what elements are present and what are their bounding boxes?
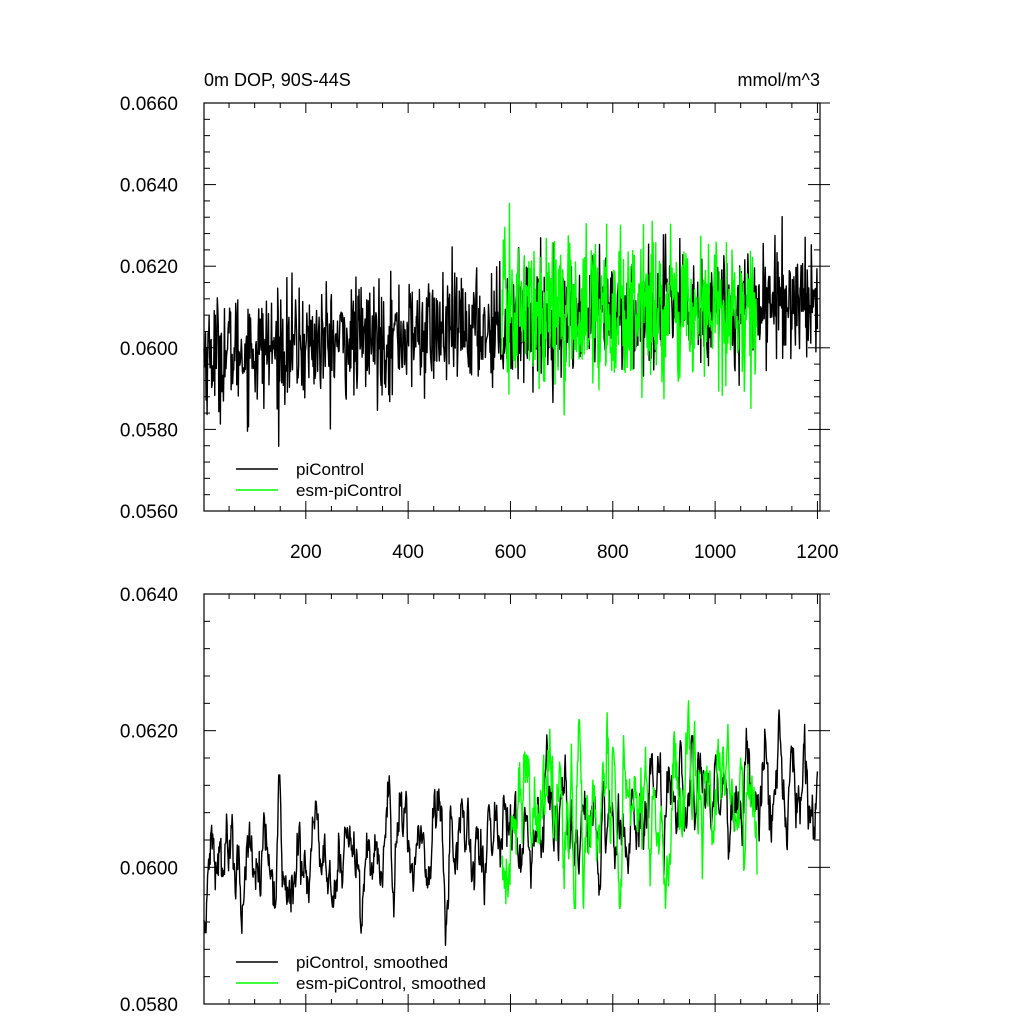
y-tick-label: 0.0640 (120, 176, 178, 197)
y-tick-label: 0.0600 (120, 858, 178, 879)
y-tick-label: 0.0580 (120, 995, 178, 1016)
top-x-tick-labels: 200 400 600 800 1000 1200 (290, 542, 839, 563)
series-line-esm-picontrol (501, 202, 758, 416)
y-tick-label: 0.0620 (120, 722, 178, 743)
bottom-legend: piControl, smoothed esm-piControl, smoot… (236, 953, 486, 993)
legend-label-esm-picontrol-smoothed: esm-piControl, smoothed (296, 974, 486, 993)
x-tick-label: 1000 (694, 542, 736, 563)
x-tick-label: 1200 (796, 542, 838, 563)
bottom-y-tick-labels: 0.0580 0.0600 0.0620 0.0640 (120, 585, 178, 1016)
bottom-series-lines (203, 700, 819, 947)
y-tick-label: 0.0640 (120, 585, 178, 606)
legend-label-picontrol-smoothed: piControl, smoothed (296, 953, 448, 972)
top-plot-frame (203, 102, 821, 512)
bottom-plot-frame (203, 593, 821, 1005)
panel-bottom: 0.0580 0.0600 0.0620 0.0640 piControl, smoo… (120, 585, 830, 1016)
legend-label-picontrol: piControl (296, 460, 364, 479)
y-tick-label: 0.0660 (120, 94, 178, 115)
chart-title: 0m DOP, 90S-44S (204, 70, 351, 90)
x-tick-label: 400 (392, 542, 424, 563)
top-legend: piControl esm-piControl (236, 460, 402, 500)
legend-label-esm-picontrol: esm-piControl (296, 481, 402, 500)
series-line-esm-picontrol-smoothed (501, 700, 758, 910)
chart-units: mmol/m^3 (738, 70, 820, 90)
y-tick-label: 0.0560 (120, 502, 178, 523)
top-series-lines (203, 202, 819, 447)
x-tick-label: 800 (597, 542, 629, 563)
y-tick-label: 0.0580 (120, 420, 178, 441)
panel-top: 0m DOP, 90S-44S mmol/m^3 0.05600.05800.0… (120, 70, 839, 563)
x-tick-label: 200 (290, 542, 322, 563)
y-tick-label: 0.0620 (120, 257, 178, 278)
top-y-tick-labels: 0.0560 0.0580 0.0600 0.0620 0.0640 0.0660 (120, 94, 178, 523)
x-tick-label: 600 (495, 542, 527, 563)
y-tick-label: 0.0600 (120, 339, 178, 360)
bottom-axis-ticks (204, 593, 830, 1012)
